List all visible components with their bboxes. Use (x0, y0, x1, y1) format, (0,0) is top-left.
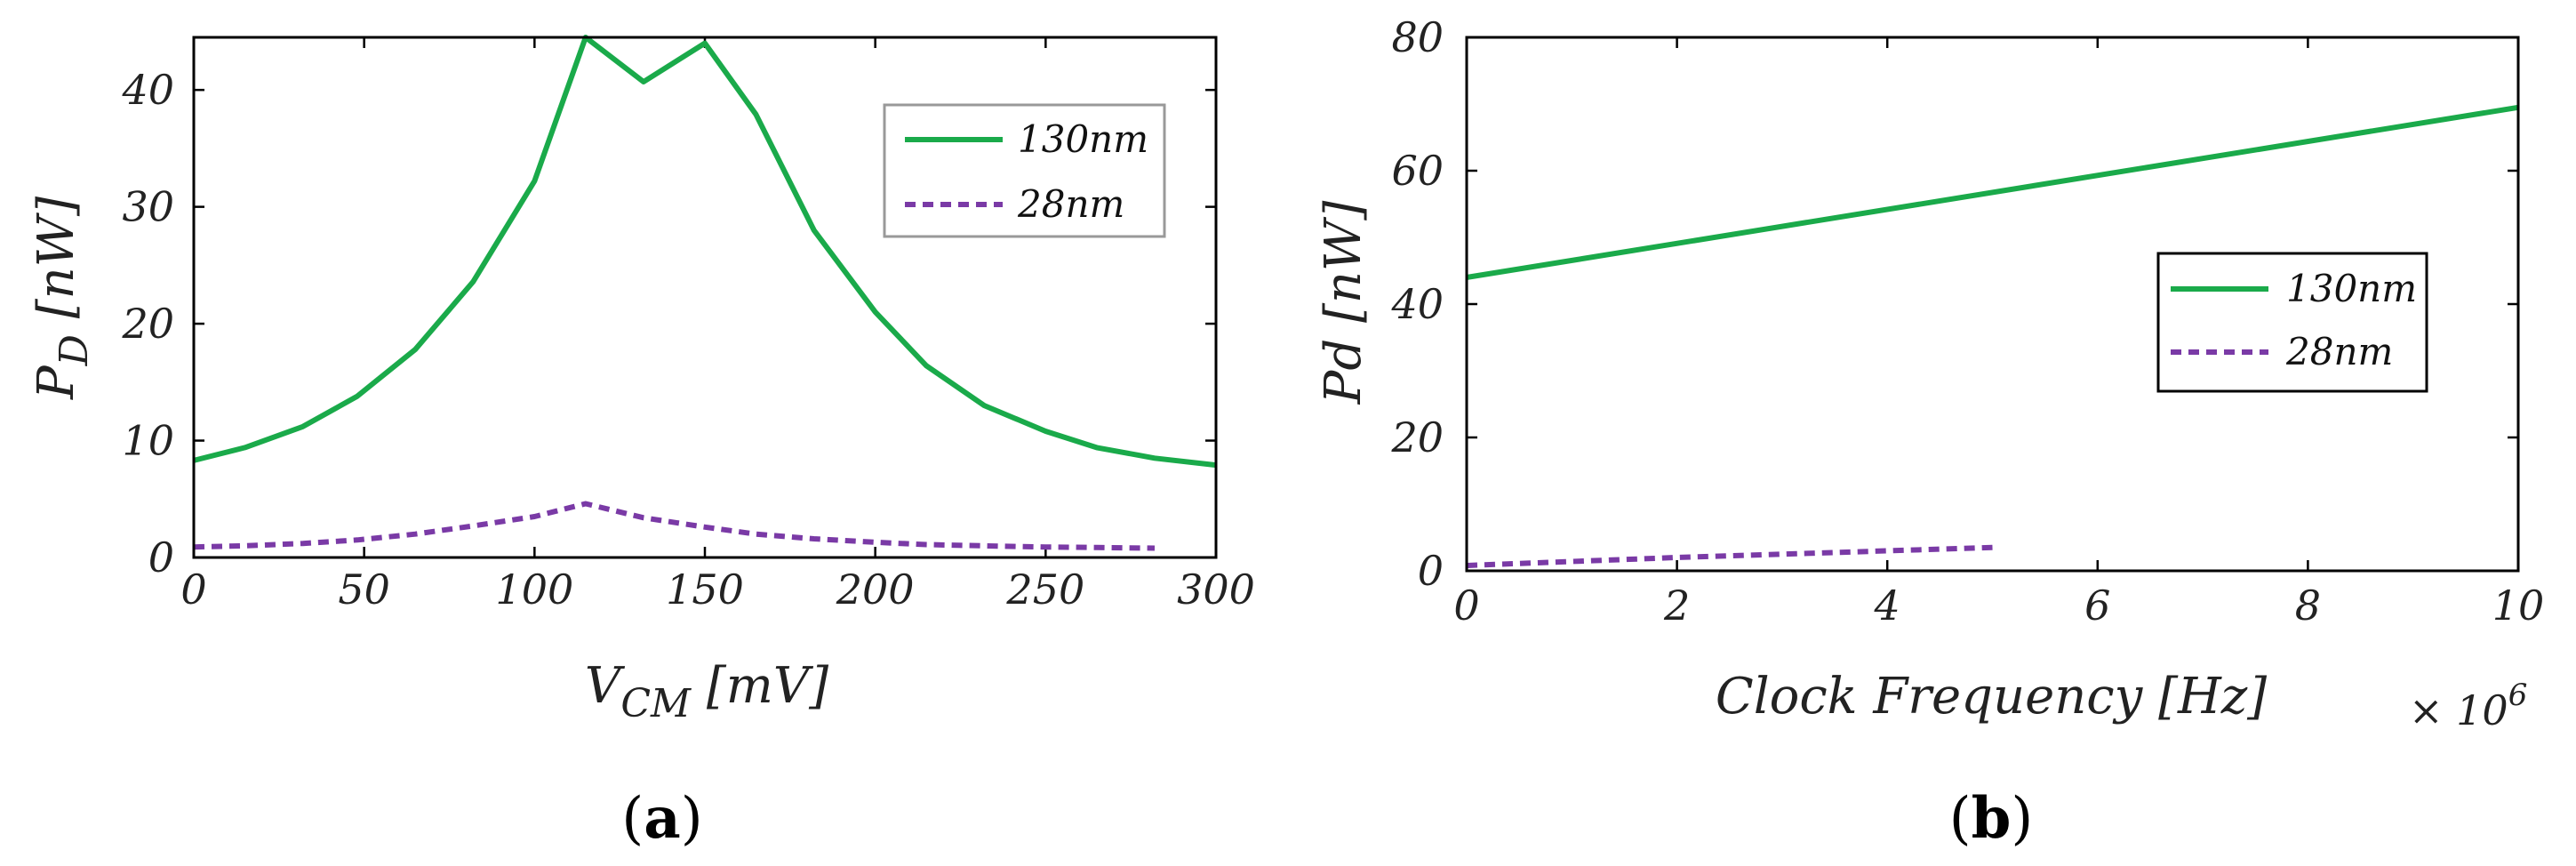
panel-a-y-tick-label: 0 (148, 533, 174, 581)
panel-b-x-tick-label: 2 (1663, 581, 1690, 629)
panel-b-caption: (b) (1949, 785, 2034, 852)
panel-b-legend: 130nm 28nm (2156, 252, 2428, 393)
panel-b-x-tick-label: 6 (2084, 581, 2110, 629)
panel-a-y-axis-label: PD [nW] (28, 196, 97, 400)
panel-b-legend-label-28nm: 28nm (2285, 330, 2393, 373)
panel-b-axes-frame (1465, 36, 2520, 573)
panel-b-x-tick-label: 8 (2295, 581, 2321, 629)
panel-a-legend-box (883, 103, 1166, 238)
panel-a-x-tick-label: 50 (338, 565, 390, 613)
panel-b-series-130nm (1466, 104, 2519, 280)
panel-b-y-axis-label: Pd [nW] (1315, 201, 1372, 405)
panel-a-x-tick-label: 200 (836, 565, 915, 613)
chart-panel-a: 0 50 100 150 200 250 300 0 10 20 30 40 130nm 28nm P… (28, 35, 1255, 852)
panel-a-ticks: 0 50 100 150 200 250 300 0 10 20 30 40 (121, 37, 1255, 613)
panel-b-x-tick-label: 4 (1874, 581, 1900, 629)
panel-a-x-tick-label: 150 (666, 565, 744, 613)
panel-b-x-tick-label: 10 (2492, 581, 2545, 629)
panel-a-y-tick-label: 20 (121, 300, 174, 348)
panel-b-y-tick-label: 60 (1391, 147, 1444, 195)
panel-a-x-axis-label: VCM [mV] (585, 657, 828, 726)
panel-b-legend-box (2156, 252, 2428, 393)
panel-b-y-tick-label: 0 (1418, 547, 1444, 595)
panel-a-series-28nm (193, 501, 1156, 551)
panel-a-legend-label-130nm: 130nm (1018, 117, 1148, 161)
panel-b-y-tick-label: 80 (1391, 13, 1444, 61)
panel-a-series (193, 35, 1217, 551)
panel-a-x-tick-label: 300 (1177, 565, 1255, 613)
panel-a-y-tick-label: 40 (121, 66, 174, 114)
panel-a-axes-frame (192, 36, 1218, 559)
panel-a-legend-label-28nm: 28nm (1017, 182, 1124, 226)
panel-b-x-tick-label: 0 (1453, 581, 1479, 629)
panel-a-legend: 130nm 28nm (883, 103, 1166, 238)
chart-panel-b: 0 2 4 6 8 10 0 20 40 60 80 130nm 28nm Pd [nW] Cloc… (1315, 13, 2544, 852)
panel-b-x-multiplier: × 106 (2409, 678, 2527, 734)
panel-a-series-130nm (193, 35, 1217, 469)
panel-b-x-axis-label: Clock Frequency [Hz] (1716, 668, 2267, 726)
panel-b-y-tick-label: 20 (1390, 413, 1444, 461)
panel-b-legend-label-130nm: 130nm (2286, 267, 2417, 310)
panel-a-x-tick-label: 250 (1005, 565, 1084, 613)
panel-b-y-tick-label: 40 (1390, 280, 1444, 328)
panel-a-x-tick-label: 0 (180, 565, 206, 613)
panel-b-series (1466, 104, 2519, 568)
panel-a-y-tick-label: 10 (122, 417, 174, 465)
panel-a-y-tick-label: 30 (122, 183, 174, 231)
panel-a-x-tick-label: 100 (495, 565, 573, 613)
panel-a-caption: (a) (621, 785, 702, 852)
panel-b-series-28nm (1466, 544, 1993, 568)
